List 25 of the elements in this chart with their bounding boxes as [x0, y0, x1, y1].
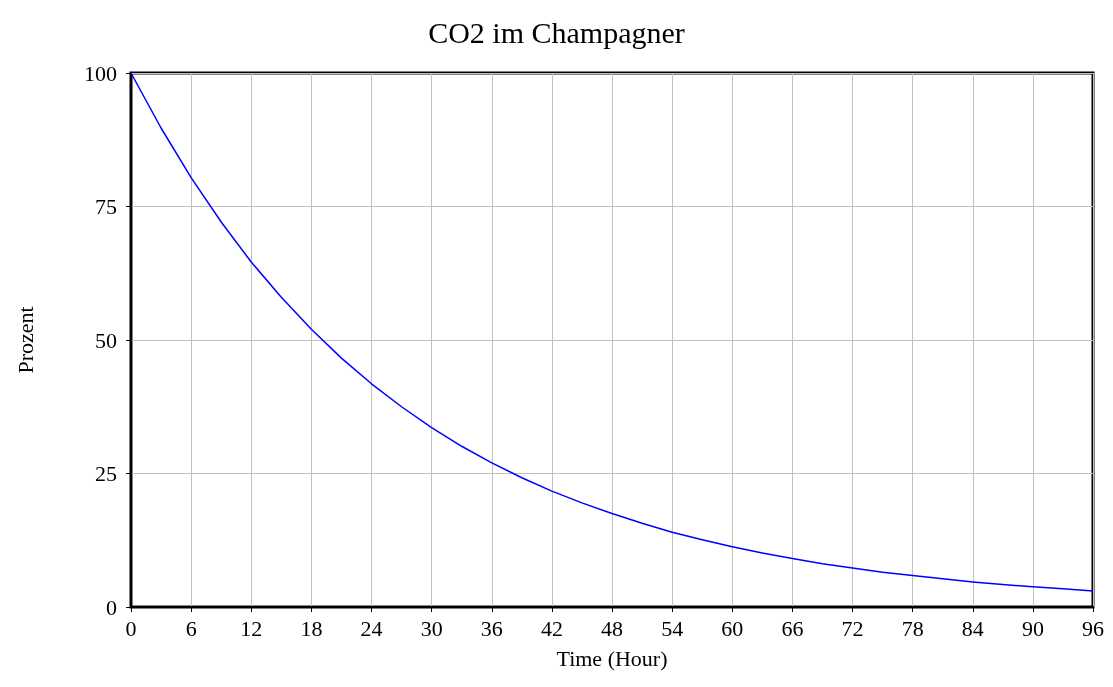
y-tick-label: 75	[95, 194, 117, 219]
x-tick-label: 6	[185, 615, 197, 641]
x-tick-label: 72	[841, 615, 864, 641]
x-tick-label: 30	[420, 615, 443, 641]
x-tick-label: 18	[300, 615, 323, 641]
x-tick-label: 12	[240, 615, 263, 641]
x-tick-label: 48	[601, 615, 623, 641]
x-tick-label: 90	[1021, 615, 1044, 641]
x-tick-label: 96	[1082, 615, 1104, 641]
x-tick-label: 36	[480, 615, 503, 641]
x-tick-label: 66	[781, 615, 804, 641]
x-tick-label: 24	[360, 615, 383, 641]
y-axis-title: Prozent	[12, 306, 38, 374]
x-tick-label: 84	[961, 615, 984, 641]
y-tick-label: 100	[84, 60, 117, 86]
y-tick-label: 50	[95, 327, 117, 353]
x-tick-label: 42	[540, 615, 563, 641]
x-tick-label: 0	[125, 615, 137, 641]
y-tick-label: 25	[95, 461, 117, 486]
x-tick-label: 54	[661, 615, 684, 641]
x-tick-label: 60	[721, 615, 744, 641]
x-tick-label: 78	[901, 615, 924, 641]
chart-title: CO2 im Champagner	[428, 15, 685, 49]
y-tick-label: 0	[106, 594, 117, 620]
x-axis-title: Time (Hour)	[556, 645, 668, 671]
